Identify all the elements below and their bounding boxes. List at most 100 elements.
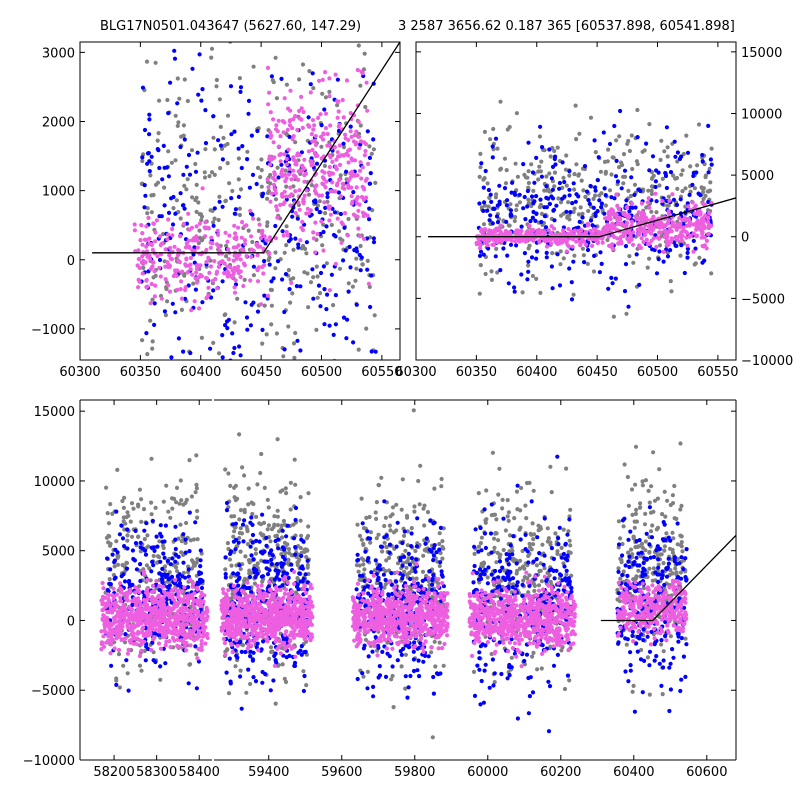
data-point — [148, 578, 153, 583]
data-point — [572, 172, 577, 177]
data-point — [346, 160, 351, 165]
data-point — [244, 254, 249, 259]
data-point — [255, 482, 260, 487]
data-point — [306, 305, 311, 310]
data-point — [286, 268, 291, 273]
data-point — [178, 216, 183, 221]
data-point — [117, 685, 122, 690]
data-point — [346, 178, 351, 183]
data-point — [286, 324, 291, 329]
data-point — [579, 227, 584, 232]
data-point — [244, 585, 249, 591]
data-point — [313, 134, 318, 139]
data-point — [337, 143, 342, 148]
data-point — [235, 296, 240, 301]
data-point — [618, 108, 623, 114]
data-point — [235, 571, 241, 576]
data-point — [495, 146, 500, 151]
data-point — [495, 240, 500, 245]
data-point — [268, 135, 273, 140]
data-point — [526, 590, 531, 595]
data-point — [322, 287, 327, 292]
data-point — [258, 550, 264, 555]
data-point — [614, 138, 619, 143]
data-point — [700, 223, 705, 228]
data-point — [529, 547, 534, 552]
data-point — [195, 515, 200, 520]
data-point — [297, 188, 302, 193]
data-point — [160, 539, 165, 544]
data-point — [242, 263, 247, 268]
data-point — [542, 148, 547, 153]
data-point — [288, 237, 293, 242]
data-point — [317, 78, 322, 83]
data-point — [376, 532, 381, 537]
data-point — [140, 231, 145, 236]
data-point — [265, 223, 270, 228]
data-point — [481, 252, 486, 257]
data-point — [106, 533, 111, 539]
data-point — [379, 475, 384, 480]
data-point — [657, 225, 662, 230]
data-point — [531, 201, 536, 206]
data-point — [130, 582, 135, 588]
data-point — [273, 701, 278, 706]
data-point — [696, 122, 702, 127]
data-point — [139, 497, 144, 502]
data-point — [230, 188, 235, 194]
data-point — [166, 210, 172, 215]
data-point — [672, 483, 677, 489]
data-point — [226, 257, 231, 262]
data-point — [171, 413, 175, 417]
data-point — [179, 550, 184, 555]
data-point — [142, 205, 147, 210]
data-point — [537, 164, 542, 169]
data-point — [271, 140, 276, 145]
data-point — [163, 247, 168, 252]
data-point — [585, 261, 590, 266]
data-point — [617, 134, 622, 139]
data-point — [298, 518, 303, 523]
data-point — [478, 165, 483, 170]
data-point — [514, 489, 520, 494]
data-point — [489, 199, 494, 204]
data-point — [282, 96, 287, 101]
data-point — [278, 159, 283, 164]
data-point — [382, 540, 387, 545]
data-point — [293, 482, 298, 487]
data-point — [308, 90, 313, 95]
data-point — [599, 201, 605, 206]
data-point — [382, 523, 387, 529]
data-point — [254, 514, 259, 520]
data-point — [306, 115, 311, 120]
data-point — [333, 293, 338, 298]
data-point — [187, 549, 192, 554]
data-point — [521, 564, 526, 569]
data-point — [107, 577, 112, 582]
data-point — [349, 174, 354, 179]
data-point — [371, 137, 376, 142]
data-point — [360, 262, 365, 267]
x-tick-label: 60550 — [697, 365, 738, 380]
data-point — [699, 235, 704, 240]
data-point — [273, 178, 278, 183]
data-point — [306, 149, 311, 154]
data-point — [567, 217, 572, 222]
data-point — [666, 194, 671, 199]
data-point — [417, 502, 422, 507]
data-point — [650, 247, 655, 252]
data-point — [181, 172, 186, 177]
data-point — [293, 330, 298, 336]
data-point — [624, 198, 629, 203]
data-point — [284, 184, 289, 189]
panel-top-left: 60300 60350 60400 60450 60500 60550−100001000… — [31, 41, 403, 417]
data-point — [306, 491, 311, 496]
data-point — [696, 191, 701, 196]
data-point — [624, 205, 629, 210]
data-point — [338, 194, 344, 199]
data-point — [181, 532, 186, 537]
data-point — [242, 241, 248, 246]
data-point — [311, 236, 316, 241]
data-point — [702, 202, 707, 207]
data-point — [678, 533, 683, 538]
